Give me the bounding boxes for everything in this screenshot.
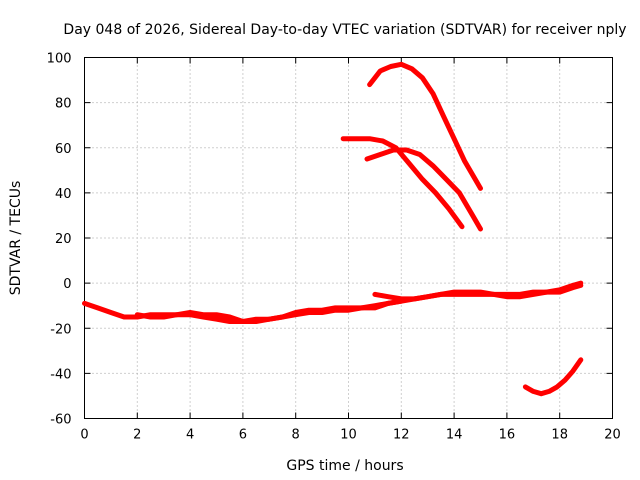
x-tick-label: 0 <box>80 428 88 443</box>
x-tick-label: 10 <box>340 428 357 443</box>
y-tick-label: 80 <box>55 97 72 112</box>
chart-title: Day 048 of 2026, Sidereal Day-to-day VTE… <box>63 22 626 38</box>
x-tick-label: 14 <box>446 428 463 443</box>
ticks-layer: 0 2 4 6 8 10 12 14 16 18 20 -60 -40 -20 0 20 40 60 80 100 <box>47 52 621 443</box>
series-line-baseline-c <box>372 282 584 302</box>
y-tick-label: 0 <box>63 277 71 292</box>
grid-layer <box>84 57 613 419</box>
x-tick-label: 18 <box>551 428 568 443</box>
series-line-arc-high <box>367 61 483 191</box>
series-line-arc-mid-b <box>364 147 483 232</box>
series-line-arc-mid-a <box>340 136 465 230</box>
y-tick-label: 60 <box>55 142 72 157</box>
x-tick-label: 16 <box>499 428 516 443</box>
series-line-baseline-b <box>134 280 584 324</box>
x-axis-label: GPS time / hours <box>286 458 403 474</box>
y-tick-label: 100 <box>47 52 72 67</box>
y-tick-label: -40 <box>50 367 71 382</box>
y-tick-label: -20 <box>50 322 71 337</box>
x-tick-label: 12 <box>393 428 410 443</box>
x-tick-label: 2 <box>133 428 141 443</box>
series-line-arc-low <box>522 357 584 397</box>
y-tick-label: -60 <box>50 413 71 428</box>
x-tick-label: 4 <box>186 428 194 443</box>
y-tick-label: 20 <box>55 232 72 247</box>
y-axis-label: SDTVAR / TECUs <box>8 181 24 296</box>
x-tick-label: 6 <box>239 428 247 443</box>
x-tick-label: 8 <box>292 428 300 443</box>
series-layer <box>82 61 584 397</box>
y-tick-label: 40 <box>55 187 72 202</box>
x-tick-label: 20 <box>604 428 621 443</box>
